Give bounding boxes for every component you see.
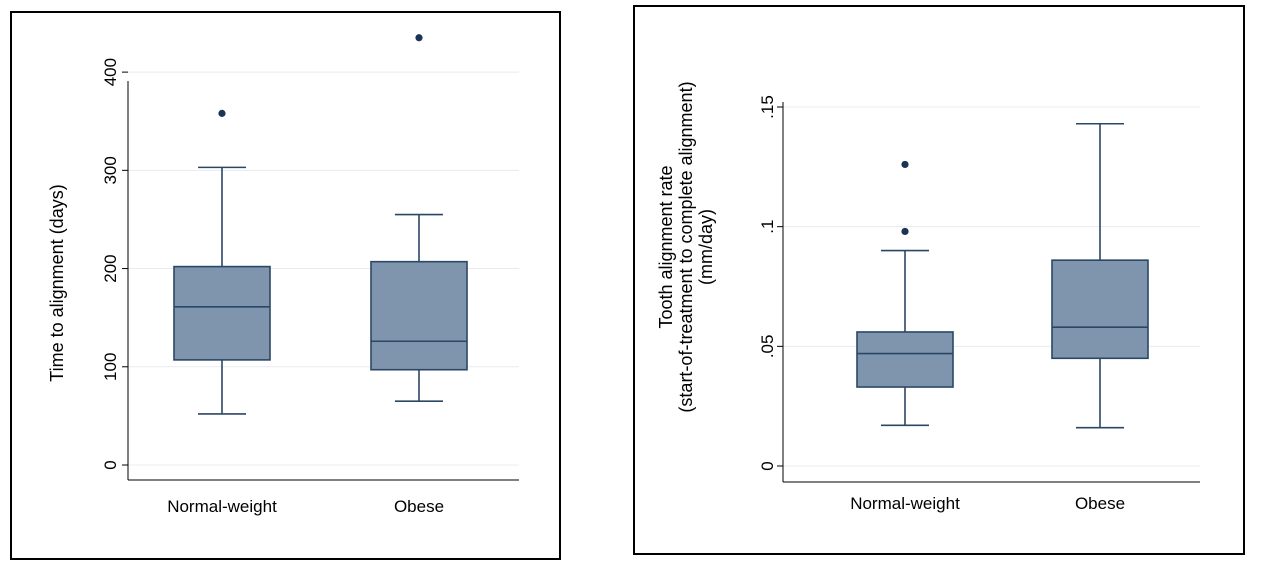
y-tick-label-1: .05 <box>758 335 777 359</box>
box-normal-weight <box>856 331 954 388</box>
y-tick-label-3: 300 <box>101 156 120 184</box>
chart-panel-tooth-alignment-rate: 0 .05 .1 .15 Tooth alignment rate (start-of-t… <box>633 5 1245 555</box>
y-tick-label-4: 400 <box>101 58 120 86</box>
outlier-normal-weight-0 <box>901 227 909 236</box>
y-tick-label-3: .15 <box>758 95 777 119</box>
outlier-normal-weight-0 <box>218 109 226 117</box>
y-axis-title-line-0: Tooth alignment rate <box>656 165 676 328</box>
y-axis-title-line-2: (mm/day) <box>696 209 716 285</box>
category-label-obese: Obese <box>394 497 444 516</box>
box-obese <box>370 260 468 371</box>
y-tick-label-1: 100 <box>101 353 120 381</box>
box-obese <box>1051 259 1149 360</box>
category-label-obese: Obese <box>1075 494 1125 513</box>
y-tick-label-0: 0 <box>101 460 120 469</box>
outlier-normal-weight-1 <box>901 160 909 169</box>
y-axis-title-line-1: (start-of-treatment to complete alignmen… <box>676 81 696 412</box>
y-tick-label-2: .1 <box>758 220 777 234</box>
category-label-normal-weight: Normal-weight <box>850 494 960 513</box>
boxplot-time-to-alignment: 0 100 200 300 400 Time to alignment (days) Nor… <box>47 34 519 516</box>
boxplot-tooth-alignment-rate: 0 .05 .1 .15 Tooth alignment rate (start-of-t… <box>656 81 1200 513</box>
y-tick-label-2: 200 <box>101 254 120 282</box>
outlier-obese-0 <box>415 34 423 42</box>
y-tick-label-0: 0 <box>758 461 777 470</box>
category-label-normal-weight: Normal-weight <box>167 497 277 516</box>
y-axis-title-line-0: Time to alignment (days) <box>47 184 67 381</box>
chart-panel-time-to-alignment: 0 100 200 300 400 Time to alignment (days) Nor… <box>10 11 561 560</box>
box-normal-weight <box>173 265 271 361</box>
